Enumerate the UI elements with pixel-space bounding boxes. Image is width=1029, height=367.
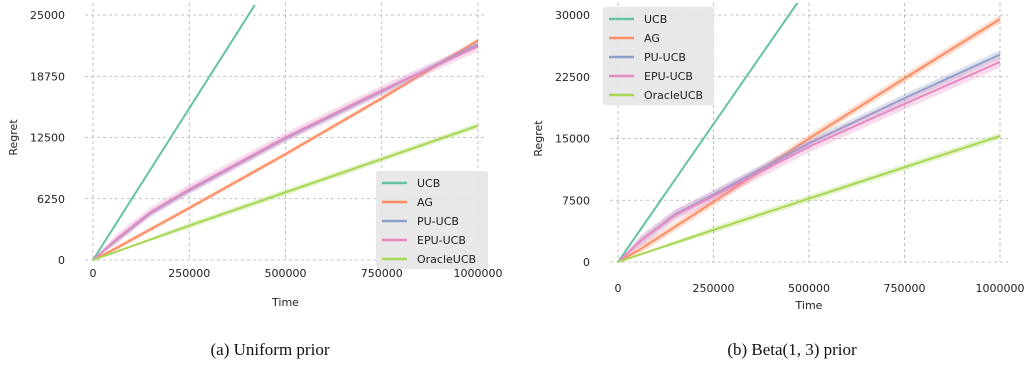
legend-label: PU-UCB (644, 51, 686, 64)
x-tick-label: 250000 (168, 267, 210, 280)
legend-label: EPU-UCB (644, 70, 693, 83)
y-tick-label: 0 (58, 254, 65, 267)
panel-caption: (b) Beta(1, 3) prior (727, 340, 857, 359)
y-axis-label: Regret (7, 119, 20, 156)
x-tick-label: 1000000 (454, 267, 503, 280)
legend-label: EPU-UCB (417, 234, 466, 247)
legend-box (603, 7, 714, 105)
y-tick-label: 30000 (555, 9, 590, 22)
x-tick-label: 750000 (361, 267, 403, 280)
x-tick-label: 500000 (265, 267, 307, 280)
x-tick-label: 1000000 (976, 282, 1025, 295)
x-tick-label: 250000 (693, 282, 735, 295)
x-axis-label: Time (271, 296, 299, 309)
legend-label: AG (644, 32, 660, 45)
series-line-ag (92, 39, 479, 261)
y-tick-label: 12500 (30, 132, 65, 145)
y-tick-label: 6250 (37, 193, 65, 206)
panel-caption: (a) Uniform prior (211, 340, 330, 359)
series-line-epu-ucb (617, 61, 1001, 263)
x-tick-label: 0 (90, 267, 97, 280)
y-tick-label: 22500 (555, 71, 590, 84)
legend-label: UCB (417, 177, 440, 190)
y-tick-label: 0 (583, 256, 590, 269)
x-tick-label: 500000 (788, 282, 830, 295)
legend-label: OracleUCB (417, 253, 476, 266)
confidence-band-epu-ucb (618, 56, 1000, 262)
y-tick-label: 25000 (30, 9, 65, 22)
panel-uniform-prior: 0 250000 500000 750000 1000000 0 6250 12500 1875… (7, 3, 503, 359)
series-line-ucb (617, 3, 799, 263)
series-line-ucb (92, 4, 256, 261)
legend-label: PU-UCB (417, 215, 459, 228)
y-axis-label: Regret (532, 120, 545, 157)
x-tick-label: 750000 (884, 282, 926, 295)
series-line-ag (617, 18, 1001, 263)
legend-label: UCB (644, 13, 667, 26)
x-tick-label: 0 (615, 282, 622, 295)
legend-label: AG (417, 196, 433, 209)
confidence-band-ag (93, 38, 478, 260)
x-axis-label: Time (795, 299, 823, 312)
legend: UCB AG PU-UCB EPU-UCB OracleUCB (603, 7, 714, 105)
panel-beta-prior: 0 250000 500000 750000 1000000 0 7500 15000 2250… (532, 3, 1025, 359)
legend-label: OracleUCB (644, 89, 703, 102)
series-line-oracleucb (92, 124, 479, 261)
legend: UCB AG PU-UCB EPU-UCB OracleUCB (376, 171, 488, 269)
y-tick-label: 18750 (30, 70, 65, 83)
y-tick-label: 15000 (555, 133, 590, 146)
series-line-epu-ucb (92, 45, 479, 261)
y-tick-label: 7500 (562, 194, 590, 207)
series-line-oracleucb (617, 135, 1001, 263)
legend-box (376, 171, 488, 269)
